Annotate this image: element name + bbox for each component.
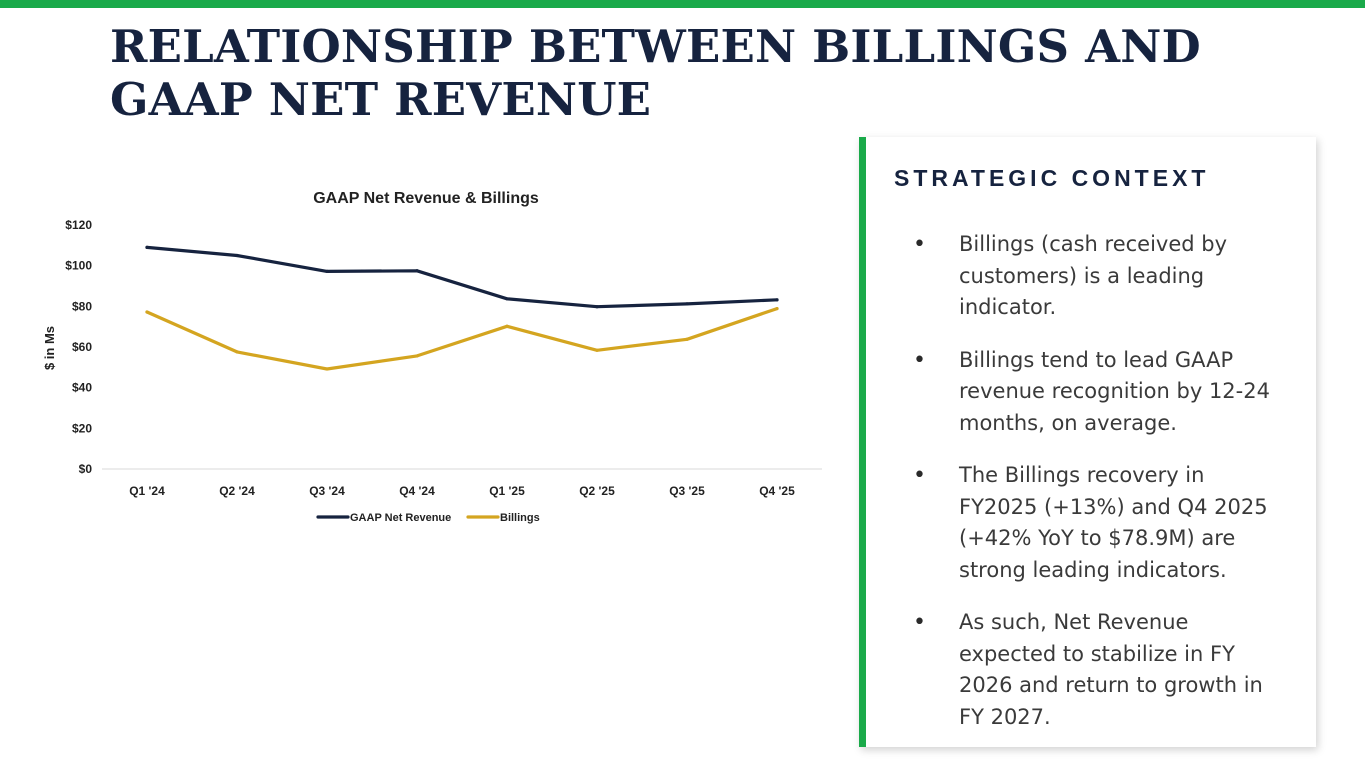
slide-title: RELATIONSHIP BETWEEN BILLINGS AND GAAP N… bbox=[110, 20, 1290, 126]
x-tick-label: Q4 '24 bbox=[399, 484, 435, 498]
y-axis-label: $ in Ms bbox=[42, 326, 57, 370]
y-tick-label: $20 bbox=[72, 421, 92, 435]
x-tick-label: Q3 '25 bbox=[669, 484, 705, 498]
context-bullet-list: • Billings (cash received by customers) … bbox=[866, 229, 1306, 754]
bullet-dot: • bbox=[913, 232, 926, 257]
y-tick-label: $60 bbox=[72, 340, 92, 354]
chart-canvas: GAAP Net Revenue & Billings $ in Ms $0 $2… bbox=[42, 190, 822, 524]
slide-title-line-2: GAAP NET REVENUE bbox=[110, 73, 652, 126]
data-point-gaap-net-revenue bbox=[325, 269, 329, 273]
legend-label: GAAP Net Revenue bbox=[350, 512, 451, 524]
data-point-gaap-net-revenue bbox=[415, 269, 419, 273]
data-point-gaap-net-revenue bbox=[505, 297, 509, 301]
y-tick-label: $0 bbox=[79, 462, 93, 476]
bullet-text: Billings tend to lead GAAP revenue recog… bbox=[959, 347, 1270, 435]
bullet-dot: • bbox=[913, 463, 926, 488]
data-point-billings bbox=[415, 354, 419, 358]
series-group bbox=[145, 245, 779, 371]
strategic-context-panel: STRATEGIC CONTEXT • Billings (cash recei… bbox=[859, 137, 1316, 747]
y-tick-label: $80 bbox=[72, 299, 92, 313]
bullet-text: The Billings recovery in FY2025 (+13%) a… bbox=[959, 463, 1268, 582]
slide-title-line-1: RELATIONSHIP BETWEEN BILLINGS AND bbox=[110, 20, 1201, 73]
bullet-dot: • bbox=[913, 610, 926, 635]
data-point-gaap-net-revenue bbox=[235, 253, 239, 258]
x-tick-label: Q1 '25 bbox=[489, 484, 525, 498]
data-point-gaap-net-revenue bbox=[145, 245, 149, 249]
x-tick-label: Q2 '24 bbox=[219, 484, 255, 498]
series-line-billings bbox=[145, 307, 779, 371]
data-point-billings bbox=[775, 306, 779, 311]
legend-label: Billings bbox=[500, 512, 540, 524]
bullet-text: Billings (cash received by customers) is… bbox=[959, 232, 1228, 319]
chart-title: GAAP Net Revenue & Billings bbox=[313, 190, 539, 207]
data-point-billings bbox=[595, 348, 599, 352]
x-tick-label: Q3 '24 bbox=[309, 484, 345, 498]
x-axis-ticks: Q1 '24 Q2 '24 Q3 '24 Q4 '24 Q1 '25 Q2 '25 Q3 '… bbox=[129, 484, 795, 498]
data-point-gaap-net-revenue bbox=[685, 302, 689, 306]
context-bullet-4: • As such, Net Revenue expected to stabi… bbox=[866, 607, 1306, 733]
data-point-billings bbox=[235, 350, 239, 354]
data-point-billings bbox=[685, 337, 689, 341]
data-point-billings bbox=[145, 310, 149, 314]
y-tick-label: $120 bbox=[65, 218, 92, 232]
data-point-billings bbox=[325, 367, 329, 371]
revenue-billings-chart: GAAP Net Revenue & Billings $ in Ms $0 $2… bbox=[36, 178, 836, 538]
context-heading: STRATEGIC CONTEXT bbox=[894, 165, 1210, 191]
x-tick-label: Q1 '24 bbox=[129, 484, 165, 498]
context-bullet-2: • Billings tend to lead GAAP revenue rec… bbox=[866, 345, 1306, 440]
y-tick-label: $100 bbox=[65, 259, 92, 273]
series-line-gaap-net-revenue bbox=[145, 245, 779, 309]
top-accent-bar bbox=[0, 0, 1365, 8]
data-point-billings bbox=[505, 324, 509, 328]
y-tick-label: $40 bbox=[72, 381, 92, 395]
chart-legend: GAAP Net Revenue Billings bbox=[316, 512, 540, 524]
bullet-text: As such, Net Revenue expected to stabili… bbox=[959, 610, 1263, 729]
x-tick-label: Q4 '25 bbox=[759, 484, 795, 498]
x-tick-label: Q2 '25 bbox=[579, 484, 615, 498]
y-axis-ticks: $0 $20 $40 $60 $80 $100 $120 bbox=[65, 218, 92, 476]
data-point-gaap-net-revenue bbox=[595, 305, 599, 309]
context-bullet-3: • The Billings recovery in FY2025 (+13%)… bbox=[866, 460, 1306, 586]
bullet-dot: • bbox=[913, 347, 926, 373]
data-point-gaap-net-revenue bbox=[775, 298, 779, 302]
context-bullet-1: • Billings (cash received by customers) … bbox=[866, 229, 1306, 324]
